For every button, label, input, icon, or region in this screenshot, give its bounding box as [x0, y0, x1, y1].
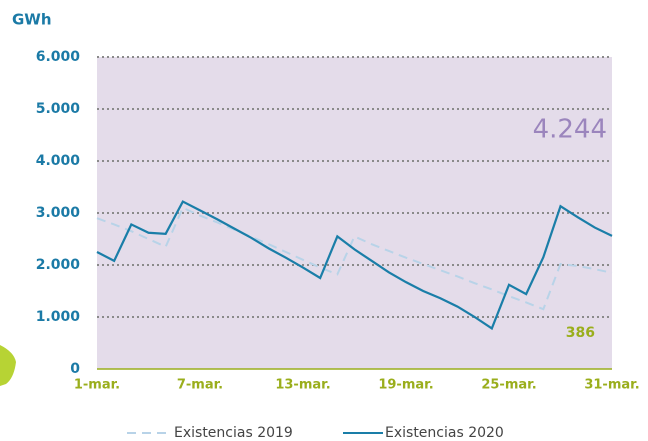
line-series: [96, 200, 613, 331]
y-tick-label: 2.000: [36, 257, 81, 273]
y-tick-label: 0: [70, 361, 80, 377]
y-tick-label: 3.000: [36, 205, 81, 221]
decoration: [0, 345, 16, 386]
plot-area: [97, 57, 612, 369]
annotation: 4.244: [533, 115, 607, 145]
legend-label: Existencias 2020: [385, 425, 504, 441]
annotation: 386: [566, 325, 595, 341]
y-tick-label: 5.000: [36, 101, 81, 117]
x-tick-label: 19-mar.: [378, 378, 433, 393]
y-tick-label: 1.000: [36, 309, 81, 325]
line-series: [96, 206, 613, 311]
y-axis-label: GWh: [12, 11, 52, 29]
y-tick-label: 4.000: [36, 153, 81, 169]
x-tick-label: 31-mar.: [584, 378, 639, 393]
x-tick-label: 13-mar.: [275, 378, 330, 393]
legend-label: Existencias 2019: [174, 425, 293, 441]
x-tick-label: 1-mar.: [74, 378, 120, 393]
x-tick-label: 25-mar.: [481, 378, 536, 393]
x-tick-label: 7-mar.: [177, 378, 223, 393]
y-tick-label: 6.000: [36, 49, 81, 65]
